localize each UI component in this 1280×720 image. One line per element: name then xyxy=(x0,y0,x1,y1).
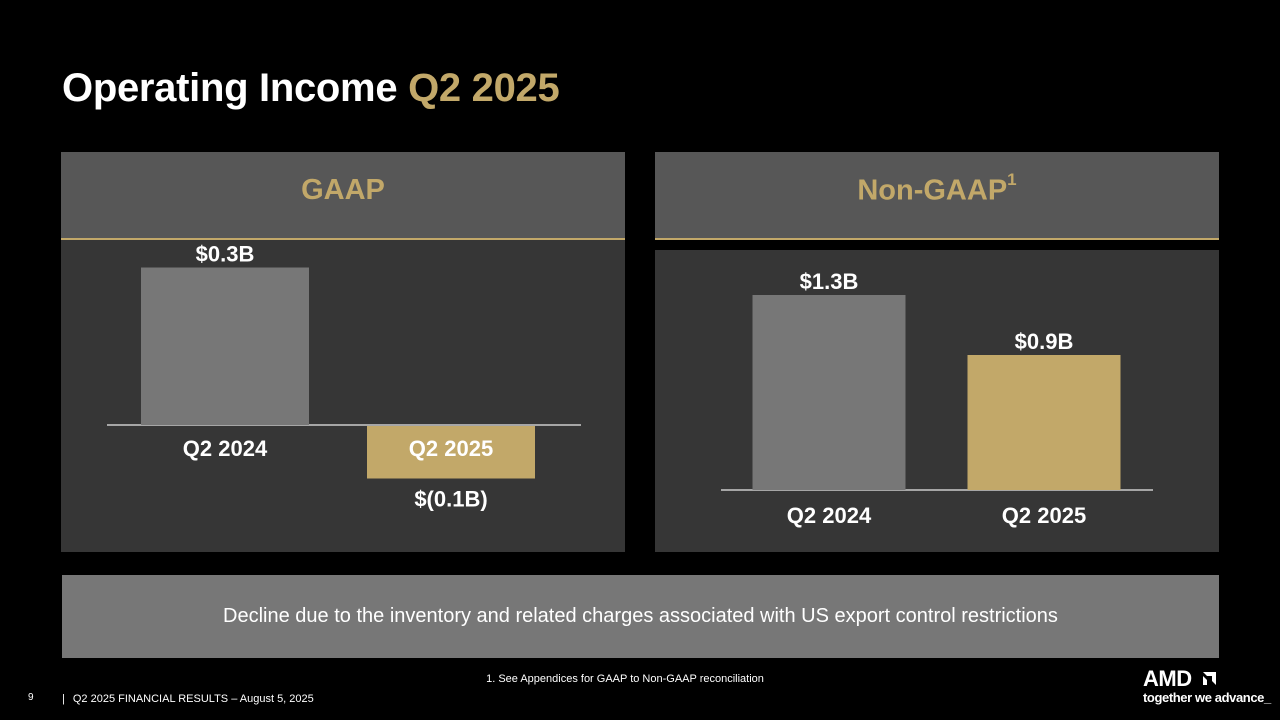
non-gaap-panel-label: Non-GAAP xyxy=(857,174,1008,207)
summary-note-box: Decline due to the inventory and related… xyxy=(62,575,1219,658)
non-gaap-bar-0 xyxy=(752,295,906,490)
gaap-bar-1 xyxy=(367,426,535,479)
gaap-value-label-1: $(0.1B) xyxy=(414,487,487,512)
footer-text: | Q2 2025 FINANCIAL RESULTS – August 5, 2… xyxy=(62,693,314,705)
non-gaap-category-label-1: Q2 2025 xyxy=(1002,503,1086,528)
gaap-panel-header: GAAP xyxy=(61,152,625,240)
page-number: 9 xyxy=(28,692,34,703)
amd-logo: AMD together we advance_ xyxy=(1143,666,1271,708)
gaap-category-label-1: Q2 2025 xyxy=(409,436,493,461)
gaap-bar-0 xyxy=(141,267,309,425)
footnote: 1. See Appendices for GAAP to Non-GAAP r… xyxy=(486,673,764,685)
gaap-category-label-0: Q2 2024 xyxy=(183,436,268,461)
title-accent: Q2 2025 xyxy=(408,66,560,110)
non-gaap-category-label-0: Q2 2024 xyxy=(787,503,872,528)
non-gaap-panel-header: Non-GAAP1 xyxy=(655,152,1219,240)
footer-separator: | xyxy=(62,693,65,705)
footer-title: Q2 2025 FINANCIAL RESULTS – August 5, 20… xyxy=(72,693,314,705)
page-title: Operating Income Q2 2025 xyxy=(62,66,560,111)
non-gaap-chart-panel: Q2 2024 $1.3B Q2 2025 $0.9B xyxy=(655,250,1219,552)
logo-wordmark: AMD xyxy=(1143,666,1192,691)
title-main: Operating Income xyxy=(62,66,398,110)
amd-arrow-icon xyxy=(1203,672,1216,685)
non-gaap-value-label-1: $0.9B xyxy=(1015,329,1074,354)
gaap-chart-panel: Q2 2024 $0.3B Q2 2025 $(0.1B) xyxy=(61,240,625,552)
summary-note-text: Decline due to the inventory and related… xyxy=(223,605,1058,627)
gaap-chart: Q2 2024 $0.3B Q2 2025 $(0.1B) xyxy=(107,242,581,512)
non-gaap-footnote-marker: 1 xyxy=(1007,170,1017,189)
non-gaap-chart: Q2 2024 $1.3B Q2 2025 $0.9B xyxy=(721,269,1153,528)
gaap-value-label-0: $0.3B xyxy=(196,242,255,267)
non-gaap-value-label-0: $1.3B xyxy=(800,269,859,294)
gaap-panel-label: GAAP xyxy=(301,174,385,206)
logo-tagline: together we advance_ xyxy=(1143,690,1271,705)
non-gaap-bar-1 xyxy=(967,355,1121,490)
